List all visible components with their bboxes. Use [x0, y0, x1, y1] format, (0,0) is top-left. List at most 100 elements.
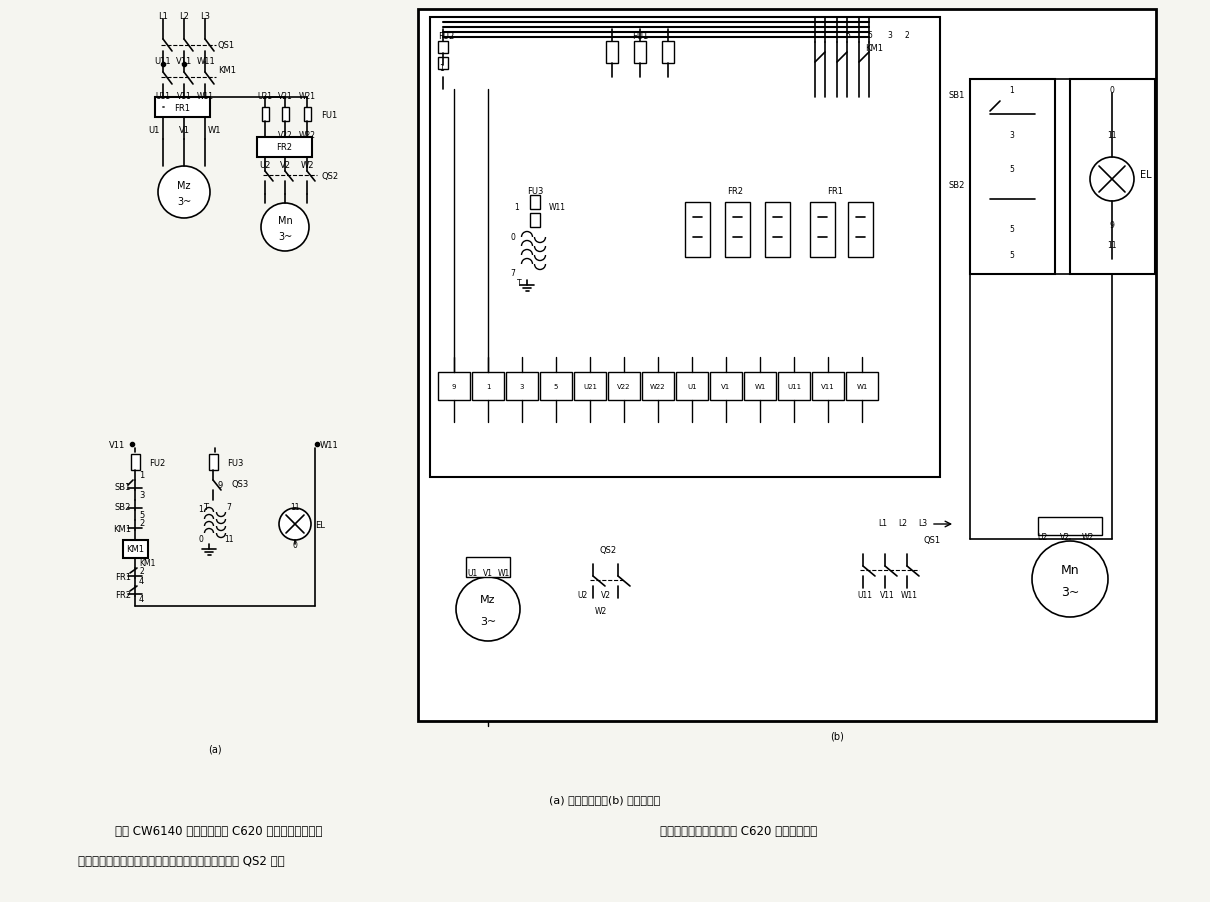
- Text: 3~: 3~: [480, 616, 496, 626]
- Bar: [261, 108, 269, 122]
- Text: FU3: FU3: [526, 187, 543, 196]
- Bar: [634, 42, 646, 64]
- Text: U11: U11: [156, 91, 171, 100]
- Text: 7: 7: [226, 502, 231, 511]
- Text: L2: L2: [899, 518, 908, 527]
- Text: FR1: FR1: [174, 104, 190, 113]
- Text: 5: 5: [868, 31, 872, 40]
- Text: T: T: [203, 502, 208, 511]
- Text: 5: 5: [1009, 250, 1014, 259]
- Text: (a): (a): [208, 744, 221, 754]
- Text: 0: 0: [198, 535, 203, 544]
- Text: QS2: QS2: [321, 171, 338, 180]
- Text: 2: 2: [139, 566, 144, 575]
- Text: 2: 2: [139, 519, 144, 528]
- Circle shape: [261, 204, 309, 252]
- Text: Mn: Mn: [1061, 563, 1079, 575]
- Text: 1: 1: [1009, 86, 1014, 95]
- Bar: [607, 373, 640, 400]
- Text: 3: 3: [888, 31, 893, 40]
- Text: W11: W11: [196, 91, 213, 100]
- Bar: [506, 373, 538, 400]
- Text: SB2: SB2: [115, 502, 131, 511]
- Bar: [438, 373, 469, 400]
- Text: 3~: 3~: [278, 232, 292, 242]
- Text: SB1: SB1: [115, 482, 131, 491]
- Text: U11: U11: [155, 57, 172, 66]
- Text: FR2: FR2: [115, 590, 131, 599]
- Text: V11: V11: [177, 91, 191, 100]
- Circle shape: [456, 577, 520, 641]
- Text: V2: V2: [1060, 533, 1070, 542]
- Bar: [685, 203, 710, 258]
- Circle shape: [280, 509, 311, 540]
- Text: 0: 0: [293, 540, 298, 549]
- Bar: [765, 203, 790, 258]
- Text: KM1: KM1: [113, 525, 131, 534]
- Text: W11: W11: [196, 57, 215, 66]
- Text: W1: W1: [857, 383, 868, 390]
- Text: U1: U1: [687, 383, 697, 390]
- Bar: [970, 80, 1055, 275]
- Bar: [282, 108, 288, 122]
- Text: QS2: QS2: [599, 545, 617, 554]
- Text: T: T: [517, 278, 522, 287]
- Bar: [430, 18, 940, 477]
- Bar: [1038, 518, 1102, 536]
- Bar: [1070, 80, 1156, 275]
- Text: FR1: FR1: [826, 187, 843, 196]
- Text: U11: U11: [858, 590, 872, 599]
- Text: EL: EL: [315, 520, 324, 529]
- Text: Mz: Mz: [480, 594, 496, 604]
- Text: L3: L3: [200, 12, 211, 21]
- Text: 制。但配电板的施工不如 C620 典型和合理。: 制。但配电板的施工不如 C620 典型和合理。: [659, 824, 817, 838]
- Text: 11: 11: [224, 535, 234, 544]
- Bar: [812, 373, 845, 400]
- Text: 5: 5: [139, 511, 144, 520]
- Text: 1: 1: [514, 203, 519, 212]
- Text: W2: W2: [1082, 533, 1094, 542]
- Text: 9: 9: [451, 383, 456, 390]
- Text: KM1: KM1: [139, 557, 155, 566]
- Text: 4: 4: [139, 594, 144, 603]
- Bar: [574, 373, 606, 400]
- Bar: [809, 203, 835, 258]
- Text: V1: V1: [721, 383, 731, 390]
- Text: W11: W11: [319, 440, 339, 449]
- Text: 是典型单向起动连续运转的电路，冷却泵电机用开关 QS2 来控: 是典型单向起动连续运转的电路，冷却泵电机用开关 QS2 来控: [77, 854, 284, 868]
- Text: U21: U21: [583, 383, 597, 390]
- Circle shape: [159, 167, 211, 219]
- Bar: [540, 373, 572, 400]
- Bar: [155, 98, 211, 118]
- Text: QS1: QS1: [923, 535, 940, 544]
- Bar: [710, 373, 742, 400]
- Bar: [744, 373, 776, 400]
- Text: U2: U2: [577, 590, 588, 599]
- Text: V22: V22: [617, 383, 630, 390]
- Text: FU1: FU1: [632, 32, 649, 41]
- Text: V2: V2: [280, 161, 290, 170]
- Text: 2: 2: [905, 31, 910, 40]
- Text: V11: V11: [880, 590, 894, 599]
- Bar: [466, 557, 509, 577]
- Bar: [131, 455, 139, 471]
- Text: QS1: QS1: [218, 41, 235, 50]
- Bar: [417, 10, 1156, 722]
- Text: 5: 5: [554, 383, 558, 390]
- Circle shape: [1090, 158, 1134, 202]
- Text: 3: 3: [139, 491, 144, 500]
- Bar: [304, 108, 311, 122]
- Text: EL: EL: [1140, 170, 1152, 179]
- Text: 11: 11: [290, 502, 300, 511]
- Text: FU3: FU3: [227, 458, 243, 467]
- Text: V11: V11: [822, 383, 835, 390]
- Text: 0: 0: [1110, 86, 1114, 95]
- Text: 4: 4: [139, 577, 144, 586]
- Text: U21: U21: [258, 91, 272, 100]
- Text: W1: W1: [208, 125, 221, 134]
- Bar: [472, 373, 505, 400]
- Text: (a) 电气原理图；(b) 电气接线图: (a) 电气原理图；(b) 电气接线图: [549, 794, 661, 804]
- Text: Mn: Mn: [277, 216, 293, 226]
- Text: W22: W22: [299, 132, 316, 141]
- Bar: [438, 58, 448, 70]
